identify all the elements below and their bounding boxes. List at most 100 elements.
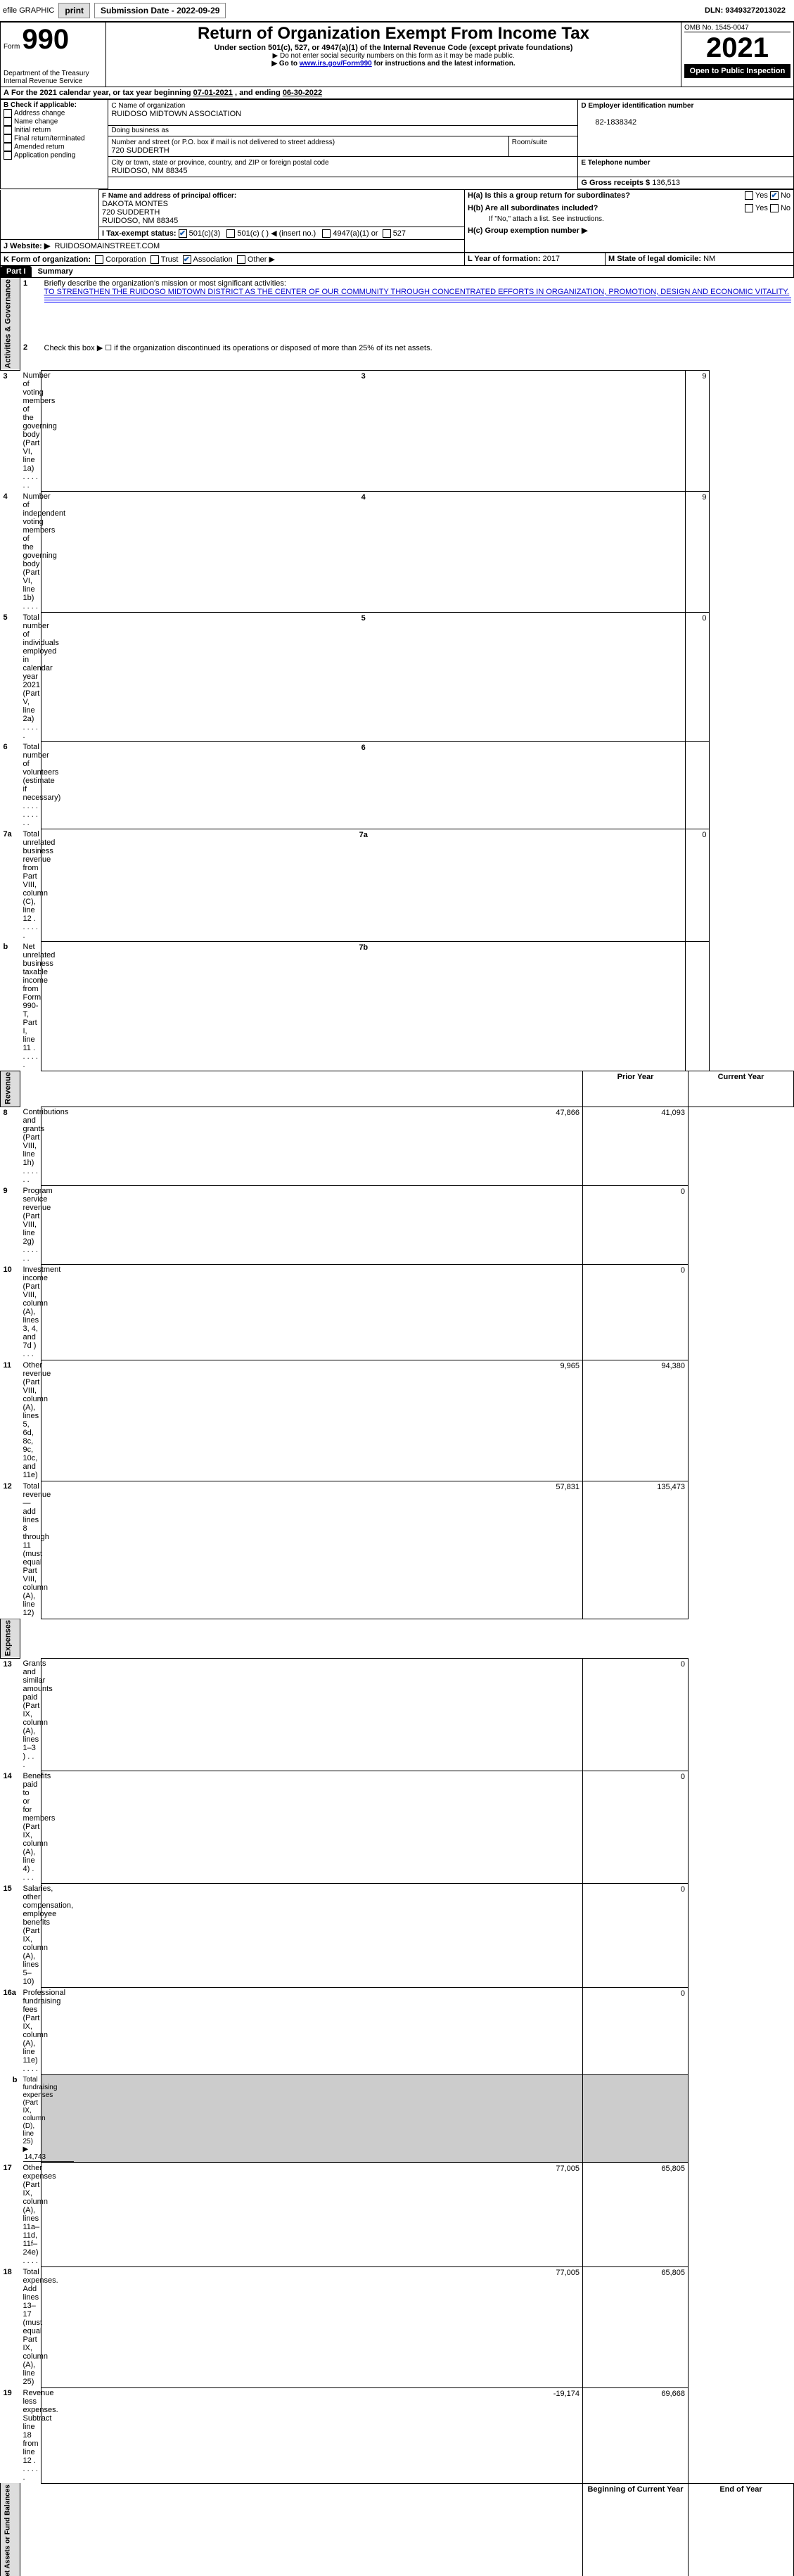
- gov-row: bNet unrelated business taxable income f…: [1, 941, 794, 1071]
- name-label: C Name of organization: [111, 102, 185, 110]
- note2: ▶ Go to www.irs.gov/Form990 for instruct…: [109, 60, 678, 68]
- header-table: Form 990 Department of the Treasury Inte…: [0, 22, 794, 87]
- k-option[interactable]: Other ▶: [237, 255, 279, 264]
- box-b-item[interactable]: Name change: [4, 117, 105, 126]
- gov-row: 6Total number of volunteers (estimate if…: [1, 741, 794, 829]
- expense-row: 15Salaries, other compensation, employee…: [1, 1883, 794, 1987]
- open-inspection: Open to Public Inspection: [684, 64, 790, 78]
- return-title: Return of Organization Exempt From Incom…: [109, 24, 678, 44]
- irs-label: Internal Revenue Service: [4, 77, 103, 85]
- h-b: H(b) Are all subordinates included?: [468, 204, 598, 212]
- prior-year-hdr: Prior Year: [583, 1071, 689, 1107]
- ha-yes-checkbox[interactable]: [745, 191, 753, 200]
- i-501c-checkbox[interactable]: [226, 229, 235, 238]
- box-b-item[interactable]: Final return/terminated: [4, 134, 105, 143]
- mission-link[interactable]: TO STRENGTHEN THE RUIDOSO MIDTOWN DISTRI…: [44, 288, 790, 296]
- part1-fin-table: Revenue Prior Year Current Year 8Contrib…: [0, 1071, 794, 2576]
- form-number: 990: [22, 24, 69, 55]
- side-expenses: Expenses: [1, 1619, 20, 1658]
- part1-gov-table: Activities & Governance 1 Briefly descri…: [0, 277, 794, 1071]
- box-b-label: B Check if applicable:: [4, 101, 77, 109]
- dln: DLN: 93493272013022: [705, 6, 791, 15]
- hb-no-checkbox[interactable]: [770, 204, 779, 212]
- begin-hdr: Beginning of Current Year: [583, 2483, 689, 2576]
- hb-yes-checkbox[interactable]: [745, 204, 753, 212]
- irs-link[interactable]: www.irs.gov/Form990: [300, 60, 372, 68]
- officer-addr2: RUIDOSO, NM 88345: [102, 217, 178, 225]
- h-c: H(c) Group exemption number ▶: [468, 227, 587, 235]
- ein-value: 82-1838342: [581, 118, 636, 127]
- i-4947-checkbox[interactable]: [322, 229, 331, 238]
- ein-label: D Employer identification number: [581, 102, 693, 110]
- i-527-checkbox[interactable]: [383, 229, 391, 238]
- gov-row: 5Total number of individuals employed in…: [1, 612, 794, 741]
- k-option[interactable]: Trust: [151, 255, 183, 264]
- revenue-row: 8Contributions and grants (Part VIII, li…: [1, 1107, 794, 1185]
- submission-date-box: Submission Date - 2022-09-29: [94, 3, 226, 18]
- revenue-row: 9Program service revenue (Part VIII, lin…: [1, 1185, 794, 1264]
- note1: ▶ Do not enter social security numbers o…: [109, 52, 678, 60]
- officer-name: DAKOTA MONTES: [102, 200, 168, 208]
- line-a: A For the 2021 calendar year, or tax yea…: [0, 87, 794, 99]
- gross-val: 136,513: [652, 179, 680, 187]
- fh-block: F Name and address of principal officer:…: [0, 189, 794, 253]
- h-note: If "No," attach a list. See instructions…: [468, 215, 790, 223]
- org-name: RUIDOSO MIDTOWN ASSOCIATION: [111, 110, 241, 118]
- expense-row: 16aProfessional fundraising fees (Part I…: [1, 1987, 794, 2074]
- l-val: 2017: [543, 255, 560, 263]
- k-option[interactable]: Association: [183, 255, 237, 264]
- expense-row: 14Benefits paid to or for members (Part …: [1, 1771, 794, 1883]
- side-revenue2: Revenue: [1, 1071, 20, 1107]
- i-501c3-checkbox[interactable]: [179, 229, 187, 238]
- revenue-row: 11Other revenue (Part VIII, column (A), …: [1, 1360, 794, 1481]
- room-label: Room/suite: [512, 139, 548, 146]
- curr-year-hdr: Current Year: [689, 1071, 794, 1107]
- part1-title: Summary: [34, 267, 73, 276]
- expense-row: 13Grants and similar amounts paid (Part …: [1, 1658, 794, 1771]
- box-b-item[interactable]: Address change: [4, 109, 105, 117]
- end-hdr: End of Year: [689, 2483, 794, 2576]
- l16b-val: 14,743: [23, 2153, 75, 2162]
- subtitle: Under section 501(c), 527, or 4947(a)(1)…: [109, 44, 678, 52]
- entity-block: B Check if applicable: Address changeNam…: [0, 99, 794, 189]
- k-option[interactable]: Corporation: [95, 255, 151, 264]
- box-b-item[interactable]: Amended return: [4, 143, 105, 151]
- part1-hdr: Part I: [1, 266, 32, 277]
- website-label: J Website: ▶: [4, 242, 50, 250]
- tax-year: 2021: [684, 32, 790, 64]
- box-b-item[interactable]: Initial return: [4, 126, 105, 134]
- gross-label: G Gross receipts $: [581, 179, 650, 187]
- m-val: NM: [703, 255, 715, 263]
- street-addr: 720 SUDDERTH: [111, 146, 169, 155]
- print-button[interactable]: print: [58, 3, 90, 18]
- expense-row: 19Revenue less expenses. Subtract line 1…: [1, 2387, 794, 2483]
- expense-row: 17Other expenses (Part IX, column (A), l…: [1, 2162, 794, 2266]
- efile-label: efile GRAPHIC: [3, 6, 54, 15]
- klm-block: K Form of organization: Corporation Trus…: [0, 253, 794, 266]
- addr-label: Number and street (or P.O. box if mail i…: [111, 139, 335, 146]
- k-label: K Form of organization:: [4, 255, 91, 264]
- dba-label: Doing business as: [111, 127, 169, 134]
- h-a: H(a) Is this a group return for subordin…: [468, 191, 630, 200]
- line2-text: Check this box ▶ ☐ if the organization d…: [41, 342, 794, 371]
- revenue-row: 10Investment income (Part VIII, column (…: [1, 1264, 794, 1360]
- dept-treasury: Department of the Treasury: [4, 70, 103, 77]
- city-label: City or town, state or province, country…: [111, 159, 328, 167]
- l-label: L Year of formation:: [468, 255, 541, 263]
- phone-e-label: E Telephone number: [581, 159, 650, 167]
- ha-no-checkbox[interactable]: [770, 191, 779, 200]
- gov-row: 4Number of independent voting members of…: [1, 491, 794, 612]
- officer-label: F Name and address of principal officer:: [102, 192, 236, 200]
- side-netassets: Net Assets or Fund Balances: [1, 2483, 20, 2576]
- tax-status-label: I Tax-exempt status:: [102, 229, 177, 238]
- gov-row: 3Number of voting members of the governi…: [1, 370, 794, 491]
- city-value: RUIDOSO, NM 88345: [111, 167, 187, 175]
- revenue-row: 12Total revenue—add lines 8 through 11 (…: [1, 1481, 794, 1619]
- m-label: M State of legal domicile:: [608, 255, 701, 263]
- gov-row: 7aTotal unrelated business revenue from …: [1, 829, 794, 941]
- website-val: RUIDOSOMAINSTREET.COM: [54, 242, 160, 250]
- expense-row: 18Total expenses. Add lines 13–17 (must …: [1, 2266, 794, 2387]
- form-word: Form: [4, 43, 20, 51]
- top-bar: efile GRAPHIC print Submission Date - 20…: [0, 0, 794, 22]
- box-b-item[interactable]: Application pending: [4, 151, 105, 160]
